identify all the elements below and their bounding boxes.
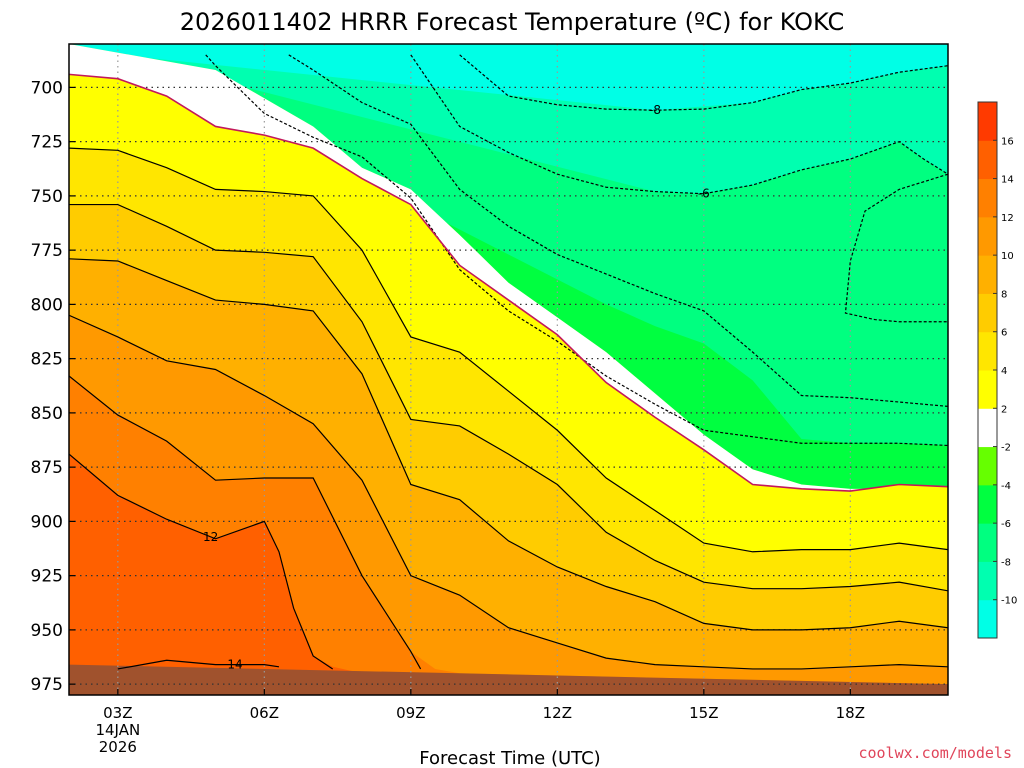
chart-title: 2026011402 HRRR Forecast Temperature (ºC… [180,8,844,36]
colorbar-swatch-2 [978,523,997,562]
colorbar-tick-label-2: -6 [1001,519,1011,530]
contour-label-12: 14 [227,658,242,672]
credit-link[interactable]: coolwx.com/models [858,744,1012,762]
colorbar-swatch-6 [978,370,997,409]
contour-line-8 [69,258,948,631]
contour-line-6 [69,147,948,553]
y-tick-label-875: 875 [31,458,63,478]
contour-line-2 [844,173,948,323]
contour-line-3 [288,54,948,407]
colorbar-swatch-4 [978,446,997,486]
colorbar-swatch-1 [978,561,997,601]
y-tick-label-775: 775 [31,241,63,261]
x-tick-label-03Z: 03Z [103,704,132,722]
colorbar-tick-label-6: 4 [1001,366,1007,377]
colorbar-tick-label-11: 14 [1001,175,1014,186]
contour-line-9 [69,314,948,670]
contour-line-10 [69,375,422,670]
x-tick-date-1: 2026 [99,738,137,756]
contour-label-0: -8 [649,103,661,117]
colorbar-swatch-9 [978,255,997,294]
colorbar-swatch-12 [978,140,997,180]
colorbar-tick-label-10: 12 [1001,213,1014,224]
contour-line-4 [205,54,948,447]
x-tick-label-15Z: 15Z [689,704,718,722]
x-tick-date-0: 14JAN [95,721,140,739]
colorbar-tick-label-1: -8 [1001,557,1011,568]
contour-lines [69,54,948,670]
colorbar-swatch-5 [978,408,997,448]
y-tick-label-900: 900 [31,512,63,532]
ground-surface [69,664,948,695]
x-tick-label-18Z: 18Z [836,704,865,722]
colorbar-legend: -10 -8 -6 -4 -2 2 4 6 8 10 12 14 16 [977,101,1017,639]
colorbar-swatch-8 [978,293,997,333]
colorbar-swatch-3 [978,484,997,524]
colorbar-tick-label-9: 10 [1001,251,1014,262]
colorbar-tick-label-3: -4 [1001,481,1011,492]
colorbar-tick-label-12: 16 [1001,136,1014,147]
contour-label-1: -6 [698,187,710,201]
x-tick-label-09Z: 09Z [396,704,425,722]
colorbar-tick-label-5: 2 [1001,404,1007,415]
y-tick-label-825: 825 [31,350,63,370]
contour-line-7 [69,203,948,592]
colorbar-swatch-7 [978,331,997,371]
contour-line-5 [69,73,948,492]
colorbar-tick-label-7: 6 [1001,328,1007,339]
colorbar-tick-label-0: -10 [1001,596,1017,607]
y-tick-label-750: 750 [31,187,63,207]
y-tick-label-950: 950 [31,621,63,641]
contour-line-1 [410,54,948,195]
colorbar-tick-label-8: 8 [1001,289,1007,300]
y-tick-label-925: 925 [31,567,63,587]
y-tick-label-975: 975 [31,675,63,695]
filled-bands [69,44,948,695]
y-tick-label-850: 850 [31,404,63,424]
x-tick-label-12Z: 12Z [543,704,572,722]
plot-frame [68,43,949,696]
colorbar-tick-label-4: -2 [1001,443,1011,454]
contour-line-0 [459,54,948,111]
contour-line-11 [69,453,334,670]
colorbar-swatch-13 [978,102,997,141]
y-tick-label-800: 800 [31,295,63,315]
x-axis-label: Forecast Time (UTC) [419,748,600,768]
x-tick-label-06Z: 06Z [250,704,279,722]
plot-area: -8 -6 12 14 700 725 750 775 800 825 850 875 900 925 95… [31,43,949,756]
band-11 [69,454,948,695]
y-tick-label-725: 725 [31,133,63,153]
colorbar-swatch-10 [978,216,997,256]
contour-line-12 [117,659,280,670]
y-tick-label-700: 700 [31,78,63,98]
colorbar-swatch-11 [978,178,997,218]
contour-label-11: 12 [203,530,218,544]
colorbar-swatch-0 [978,599,997,639]
